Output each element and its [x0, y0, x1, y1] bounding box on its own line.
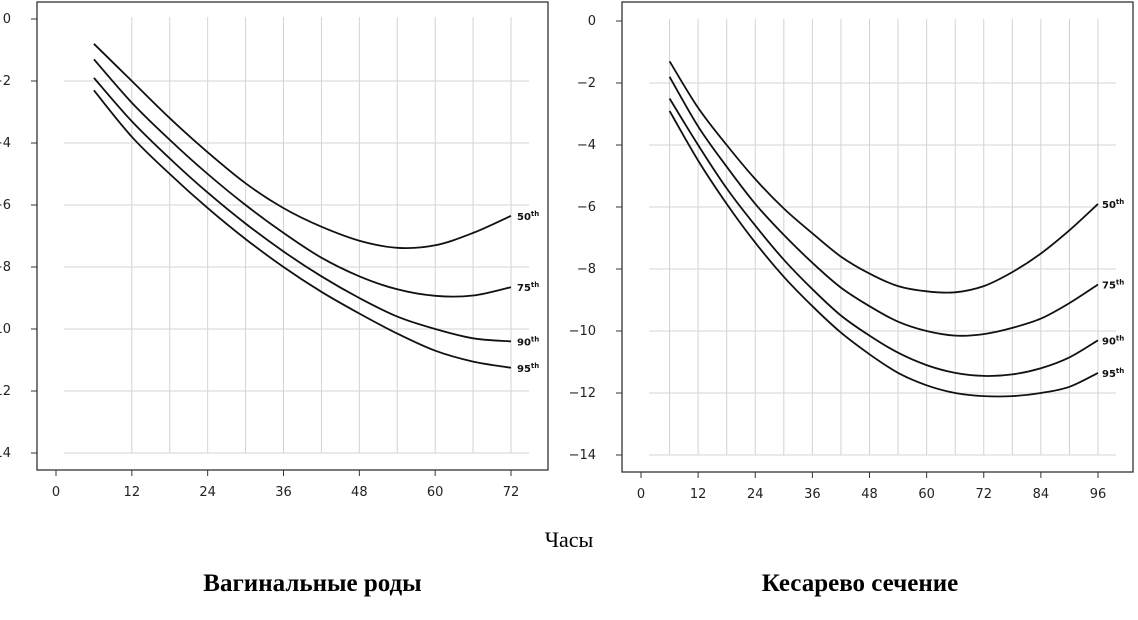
x-tick-label: 60: [427, 485, 444, 500]
plot-frame: [621, 1, 1134, 473]
x-tick-label: 24: [199, 485, 216, 500]
cesarean-section-chart: 0 −2 −4 −6 −8 −10 −12 −14 0 12 24 36 48 60 72 84 96 50th 7…: [569, 1, 1134, 502]
percentile-75-label: 75th: [517, 281, 539, 294]
title-vaginal-delivery: Вагинальные роды: [203, 570, 422, 597]
x-tick-label: 72: [503, 485, 520, 500]
x-tick-label: 36: [804, 487, 821, 502]
x-tick-label: 36: [275, 485, 292, 500]
percentile-90-label: 90th: [517, 335, 539, 348]
x-tick-label: 24: [747, 487, 764, 502]
y-tick-label: −10: [569, 324, 596, 339]
y-tick-label: −10: [0, 322, 11, 337]
x-tick-label: 0: [52, 485, 60, 500]
percentile-95-label: 95th: [1102, 367, 1124, 380]
percentile-90-label: 90th: [1102, 334, 1124, 347]
percentile-95-line: [668, 110, 1099, 398]
y-tick-label: −2: [577, 76, 596, 91]
y-tick-label: −8: [0, 260, 11, 275]
x-tick-label: 60: [918, 487, 935, 502]
percentile-75-line: [668, 76, 1099, 337]
x-tick-label: 72: [975, 487, 992, 502]
x-tick-label: 96: [1090, 487, 1107, 502]
x-tick-label: 48: [351, 485, 368, 500]
y-tick-label: −4: [0, 136, 11, 151]
percentile-90-line: [93, 77, 512, 343]
y-tick-label: −4: [577, 138, 596, 153]
y-tick-label: −2: [0, 74, 11, 89]
percentile-95-label: 95th: [517, 362, 539, 375]
y-tick-label: −6: [577, 200, 596, 215]
percentile-50-line: [668, 60, 1099, 294]
percentile-75-label: 75th: [1102, 279, 1124, 292]
percentile-50-line: [93, 43, 512, 249]
vaginal-delivery-chart: 0 −2 −4 −6 −8 −10 −12 −14 0 12 24 36 48 60 72 50th 75th 9…: [0, 1, 549, 500]
x-tick-label: 0: [637, 487, 645, 502]
y-tick-label: 0: [3, 12, 11, 27]
y-tick-label: −12: [0, 384, 11, 399]
x-tick-label: 84: [1033, 487, 1050, 502]
percentile-75-line: [93, 58, 512, 298]
y-tick-label: −14: [569, 448, 596, 463]
percentile-50-label: 50th: [517, 210, 539, 223]
percentile-95-line: [93, 89, 512, 369]
x-tick-label: 48: [861, 487, 878, 502]
y-tick-label: −12: [569, 386, 596, 401]
y-tick-label: −6: [0, 198, 11, 213]
y-tick-label: 0: [588, 14, 596, 29]
x-tick-label: 12: [124, 485, 141, 500]
percentile-90-line: [668, 98, 1099, 377]
y-tick-label: −8: [577, 262, 596, 277]
y-tick-label: −14: [0, 446, 11, 461]
title-cesarean-section: Кесарево сечение: [761, 570, 959, 597]
x-tick-label: 12: [690, 487, 707, 502]
x-axis-label: Часы: [544, 527, 594, 552]
percentile-50-label: 50th: [1102, 198, 1124, 211]
plot-frame: [36, 1, 549, 471]
